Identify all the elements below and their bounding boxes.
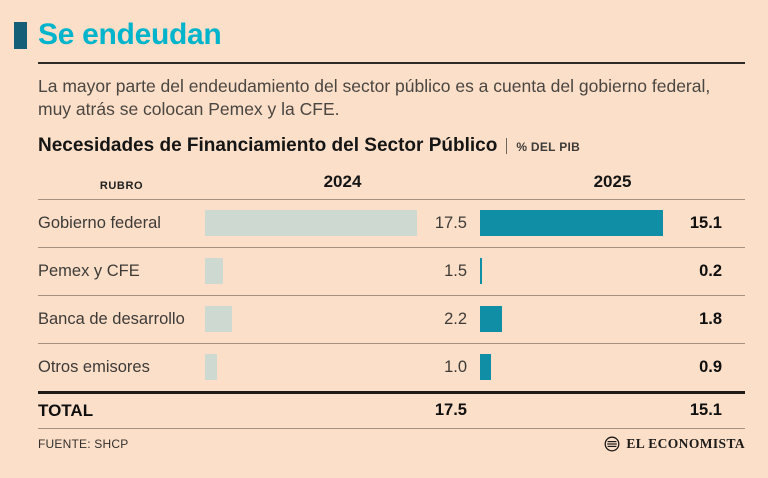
value-2024: 2.2 bbox=[444, 309, 467, 328]
accent-square bbox=[14, 21, 27, 49]
bar-2024 bbox=[205, 306, 232, 333]
bar-zone-2025 bbox=[480, 354, 668, 381]
title-row: Se endeudan bbox=[14, 18, 745, 52]
total-row: TOTAL 17.5 15.1 bbox=[38, 390, 745, 429]
brand-name: EL ECONOMISTA bbox=[626, 435, 745, 451]
unit-divider bbox=[506, 137, 508, 154]
value-2024: 17.5 bbox=[434, 213, 467, 232]
row-label: Banca de desarrollo bbox=[38, 309, 185, 328]
row-label: Gobierno federal bbox=[38, 213, 161, 232]
value-2024: 1.0 bbox=[444, 357, 467, 376]
brand-logo: EL ECONOMISTA bbox=[604, 436, 745, 452]
bar-zone-2024 bbox=[205, 354, 418, 381]
title-divider bbox=[38, 62, 745, 64]
col-header-rubro: RUBRO bbox=[99, 179, 144, 192]
bar-2025 bbox=[480, 354, 491, 381]
content: La mayor parte del endeudamiento del sec… bbox=[38, 62, 745, 452]
value-2025: 15.1 bbox=[689, 213, 722, 232]
bar-2024 bbox=[205, 258, 224, 285]
value-2025: 0.9 bbox=[699, 357, 722, 376]
total-label: TOTAL bbox=[38, 400, 94, 420]
bar-2025 bbox=[480, 306, 502, 333]
bar-zone-2024 bbox=[205, 258, 418, 285]
bar-zone-2025 bbox=[480, 210, 668, 237]
chart-row: Otros emisores 1.0 0.9 bbox=[38, 342, 745, 391]
total-value-2024: 17.5 bbox=[434, 401, 467, 420]
chart-title-row: Necesidades de Financiamiento del Sector… bbox=[38, 135, 745, 157]
bar-2025 bbox=[480, 210, 663, 237]
chart-title: Necesidades de Financiamiento del Sector… bbox=[38, 134, 498, 156]
bar-2025 bbox=[480, 258, 483, 285]
bar-zone-2025 bbox=[480, 306, 668, 333]
footer: FUENTE: SHCP EL ECONOMISTA bbox=[38, 436, 745, 452]
value-2024: 1.5 bbox=[444, 261, 467, 280]
col-header-2024: 2024 bbox=[323, 171, 362, 191]
bar-2024 bbox=[205, 354, 218, 381]
chart-row: Pemex y CFE 1.5 0.2 bbox=[38, 246, 745, 295]
el-economista-icon bbox=[604, 436, 620, 452]
unit-label: % DEL PIB bbox=[516, 139, 581, 154]
bar-2024 bbox=[205, 210, 417, 237]
chart-row: Gobierno federal 17.5 15.1 bbox=[38, 198, 745, 247]
column-headers: RUBRO 2024 2025 bbox=[38, 172, 745, 199]
source-label: FUENTE: SHCP bbox=[38, 436, 129, 451]
bar-zone-2025 bbox=[480, 258, 668, 285]
chart-row: Banca de desarrollo 2.2 1.8 bbox=[38, 294, 745, 343]
chart-rows: Gobierno federal 17.5 15.1 Pemex y CFE 1… bbox=[38, 198, 745, 391]
subtitle: La mayor parte del endeudamiento del sec… bbox=[38, 76, 711, 120]
page-title: Se endeudan bbox=[38, 18, 222, 51]
value-2025: 0.2 bbox=[699, 261, 722, 280]
col-header-2025: 2025 bbox=[593, 171, 632, 191]
bar-zone-2024 bbox=[205, 306, 418, 333]
row-label: Pemex y CFE bbox=[38, 261, 140, 280]
bar-zone-2024 bbox=[205, 210, 418, 237]
row-label: Otros emisores bbox=[38, 357, 150, 376]
total-value-2025: 15.1 bbox=[689, 401, 722, 420]
value-2025: 1.8 bbox=[699, 309, 722, 328]
